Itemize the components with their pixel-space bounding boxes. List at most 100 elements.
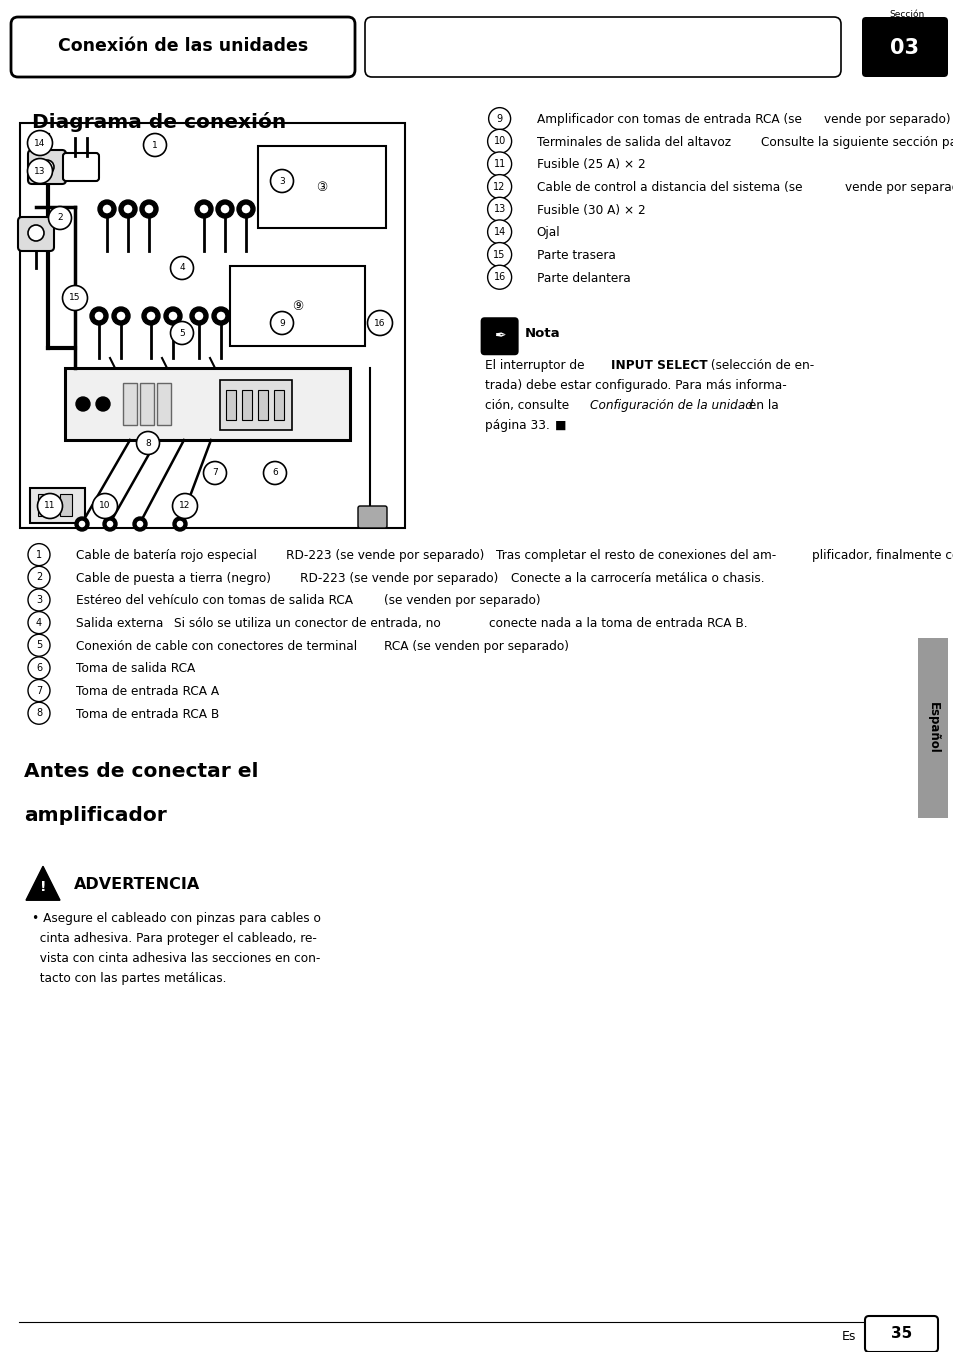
- FancyBboxPatch shape: [28, 150, 66, 184]
- Circle shape: [171, 322, 193, 345]
- Text: ADVERTENCIA: ADVERTENCIA: [74, 876, 200, 892]
- Circle shape: [102, 204, 112, 214]
- Circle shape: [78, 521, 86, 529]
- FancyBboxPatch shape: [157, 383, 171, 425]
- Text: 8: 8: [36, 708, 42, 718]
- Circle shape: [236, 200, 254, 218]
- Text: 5: 5: [36, 641, 42, 650]
- Circle shape: [172, 516, 187, 531]
- Text: RD-223 (se vende por separado): RD-223 (se vende por separado): [300, 572, 498, 585]
- Circle shape: [487, 265, 511, 289]
- Text: Conexión de las unidades: Conexión de las unidades: [58, 37, 308, 55]
- Text: 7: 7: [36, 685, 42, 695]
- Circle shape: [144, 204, 153, 214]
- Text: Parte delantera: Parte delantera: [537, 272, 630, 285]
- Circle shape: [92, 493, 117, 519]
- Text: El interruptor de: El interruptor de: [484, 358, 587, 372]
- Circle shape: [106, 521, 113, 529]
- Text: 9: 9: [497, 114, 502, 123]
- Text: página 33.: página 33.: [484, 419, 549, 433]
- Text: 35: 35: [890, 1326, 911, 1341]
- Text: ✒: ✒: [494, 330, 505, 343]
- FancyBboxPatch shape: [480, 318, 518, 356]
- Polygon shape: [26, 867, 60, 900]
- Circle shape: [168, 311, 178, 320]
- Text: RCA (se venden por separado): RCA (se venden por separado): [384, 639, 569, 653]
- Text: (selección de en-: (selección de en-: [707, 358, 814, 372]
- Text: Configuración de la unidad: Configuración de la unidad: [589, 399, 752, 412]
- Circle shape: [119, 200, 137, 218]
- Text: Conexión de cable con conectores de terminal: Conexión de cable con conectores de term…: [76, 639, 356, 653]
- Text: 9: 9: [279, 319, 285, 327]
- Text: Toma de entrada RCA B: Toma de entrada RCA B: [76, 707, 219, 721]
- Circle shape: [28, 131, 52, 155]
- Text: 15: 15: [493, 250, 505, 260]
- Text: Nota: Nota: [524, 327, 559, 339]
- FancyBboxPatch shape: [18, 218, 54, 251]
- Circle shape: [63, 285, 88, 311]
- Text: Ojal: Ojal: [537, 226, 559, 239]
- FancyBboxPatch shape: [365, 18, 841, 77]
- Circle shape: [142, 307, 160, 324]
- Circle shape: [367, 311, 392, 335]
- Text: 2: 2: [36, 572, 42, 583]
- Circle shape: [28, 702, 50, 725]
- Circle shape: [116, 311, 126, 320]
- Text: 16: 16: [493, 272, 505, 283]
- FancyBboxPatch shape: [123, 383, 137, 425]
- Text: Diagrama de conexión: Diagrama de conexión: [32, 112, 286, 132]
- Text: 13: 13: [34, 166, 46, 176]
- Text: trada) debe estar configurado. Para más informa-: trada) debe estar configurado. Para más …: [484, 379, 785, 392]
- Text: 10: 10: [99, 502, 111, 511]
- Text: RD-223 (se vende por separado): RD-223 (se vende por separado): [286, 549, 484, 562]
- Text: 6: 6: [36, 662, 42, 673]
- Circle shape: [28, 566, 50, 588]
- Text: Toma de entrada RCA A: Toma de entrada RCA A: [76, 685, 219, 698]
- Text: Sección: Sección: [888, 9, 923, 19]
- FancyBboxPatch shape: [862, 18, 947, 77]
- Circle shape: [193, 311, 204, 320]
- Circle shape: [28, 634, 50, 656]
- FancyBboxPatch shape: [38, 493, 50, 516]
- Circle shape: [215, 311, 226, 320]
- FancyBboxPatch shape: [274, 389, 284, 420]
- Circle shape: [199, 204, 209, 214]
- Circle shape: [28, 611, 50, 634]
- Circle shape: [132, 516, 147, 531]
- FancyBboxPatch shape: [257, 389, 268, 420]
- Text: Terminales de salida del altavoz: Terminales de salida del altavoz: [537, 135, 730, 149]
- Circle shape: [175, 521, 184, 529]
- Circle shape: [172, 493, 197, 519]
- Text: 5: 5: [179, 329, 185, 338]
- Circle shape: [40, 160, 54, 174]
- Text: Cable de batería rojo especial: Cable de batería rojo especial: [76, 549, 256, 562]
- Text: Salida externa: Salida externa: [76, 617, 163, 630]
- Circle shape: [215, 200, 233, 218]
- FancyBboxPatch shape: [63, 153, 99, 181]
- Text: vende por separado): vende por separado): [823, 114, 949, 126]
- FancyBboxPatch shape: [242, 389, 252, 420]
- Circle shape: [271, 311, 294, 334]
- Text: ■: ■: [554, 419, 566, 433]
- Circle shape: [28, 657, 50, 679]
- Circle shape: [263, 461, 286, 484]
- Text: Fusible (30 A) × 2: Fusible (30 A) × 2: [537, 204, 645, 216]
- Text: Cable de control a distancia del sistema (se: Cable de control a distancia del sistema…: [537, 181, 801, 195]
- Circle shape: [143, 134, 167, 157]
- Circle shape: [487, 242, 511, 266]
- Circle shape: [96, 397, 110, 411]
- Text: ③: ③: [316, 181, 327, 193]
- Text: 12: 12: [493, 181, 505, 192]
- FancyBboxPatch shape: [220, 380, 292, 430]
- Circle shape: [241, 204, 251, 214]
- Text: 11: 11: [44, 502, 55, 511]
- Circle shape: [220, 204, 230, 214]
- Text: Consulte la siguiente sección para instruccio-: Consulte la siguiente sección para instr…: [760, 135, 953, 149]
- Text: en la: en la: [744, 399, 778, 412]
- FancyBboxPatch shape: [357, 506, 387, 529]
- Text: 10: 10: [493, 137, 505, 146]
- Circle shape: [487, 151, 511, 176]
- Text: tacto con las partes metálicas.: tacto con las partes metálicas.: [32, 972, 226, 986]
- Text: vende por separado): vende por separado): [844, 181, 953, 195]
- Text: Amplificador con tomas de entrada RCA (se: Amplificador con tomas de entrada RCA (s…: [537, 114, 801, 126]
